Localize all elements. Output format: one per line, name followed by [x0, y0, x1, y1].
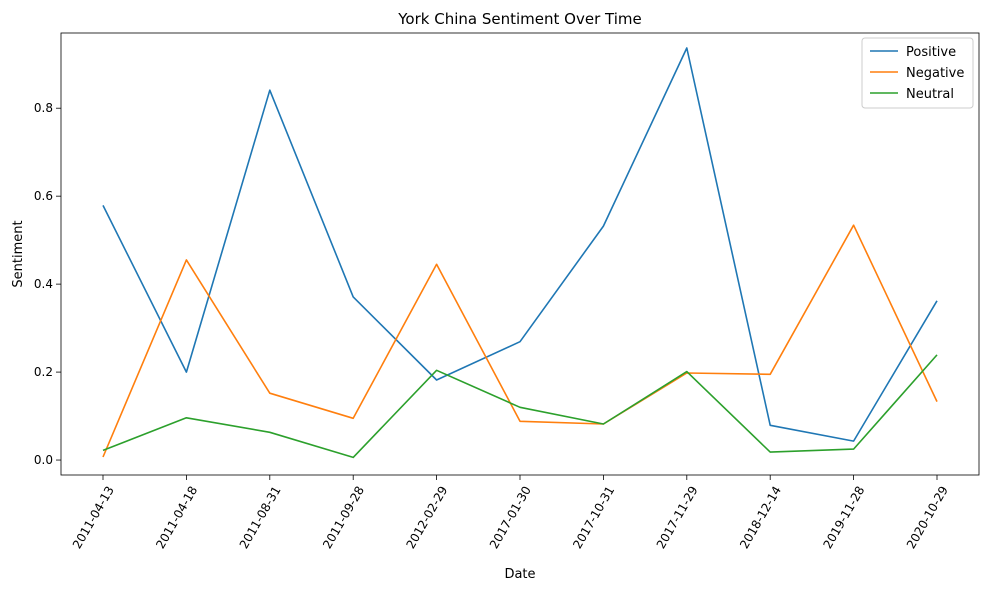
plot-frame — [60, 32, 980, 476]
x-tick-label: 2018-12-14 — [737, 484, 784, 551]
x-tick-label: 2012-02-29 — [403, 484, 450, 551]
series-line-positive — [102, 47, 938, 442]
y-tick-label: 0.8 — [34, 101, 53, 115]
legend-label: Neutral — [906, 87, 954, 102]
y-axis: 0.0 0.2 0.4 0.6 0.8 — [34, 101, 61, 467]
x-tick-label: 2019-11-28 — [820, 484, 867, 551]
y-tick-label: 0.0 — [34, 453, 53, 467]
y-tick-label: 0.6 — [34, 189, 53, 203]
x-tick-label: 2011-09-28 — [320, 484, 367, 551]
series-line-neutral — [102, 354, 938, 459]
x-tick-label: 2011-04-18 — [153, 484, 200, 551]
y-tick-label: 0.4 — [34, 277, 53, 291]
x-tick-label: 2011-08-31 — [237, 484, 284, 551]
x-axis-label: Date — [504, 567, 535, 582]
x-axis: 2011-04-13 2011-04-18 2011-08-31 2011-09-28… — [70, 475, 951, 551]
y-tick-label: 0.2 — [34, 365, 53, 379]
legend: Positive Negative Neutral — [861, 37, 974, 109]
x-tick-label: 2017-01-30 — [487, 484, 534, 551]
x-tick-label: 2017-11-29 — [654, 484, 701, 551]
legend-box — [861, 37, 974, 109]
legend-label: Positive — [906, 45, 956, 60]
x-tick-label: 2017-10-31 — [570, 484, 617, 551]
chart-title: York China Sentiment Over Time — [397, 10, 641, 28]
x-tick-label: 2011-04-13 — [70, 484, 117, 551]
series-line-negative — [102, 224, 938, 458]
y-axis-label: Sentiment — [11, 220, 26, 287]
x-tick-label: 2020-10-29 — [904, 484, 951, 551]
series-lines — [102, 47, 938, 459]
legend-label: Negative — [906, 66, 964, 81]
